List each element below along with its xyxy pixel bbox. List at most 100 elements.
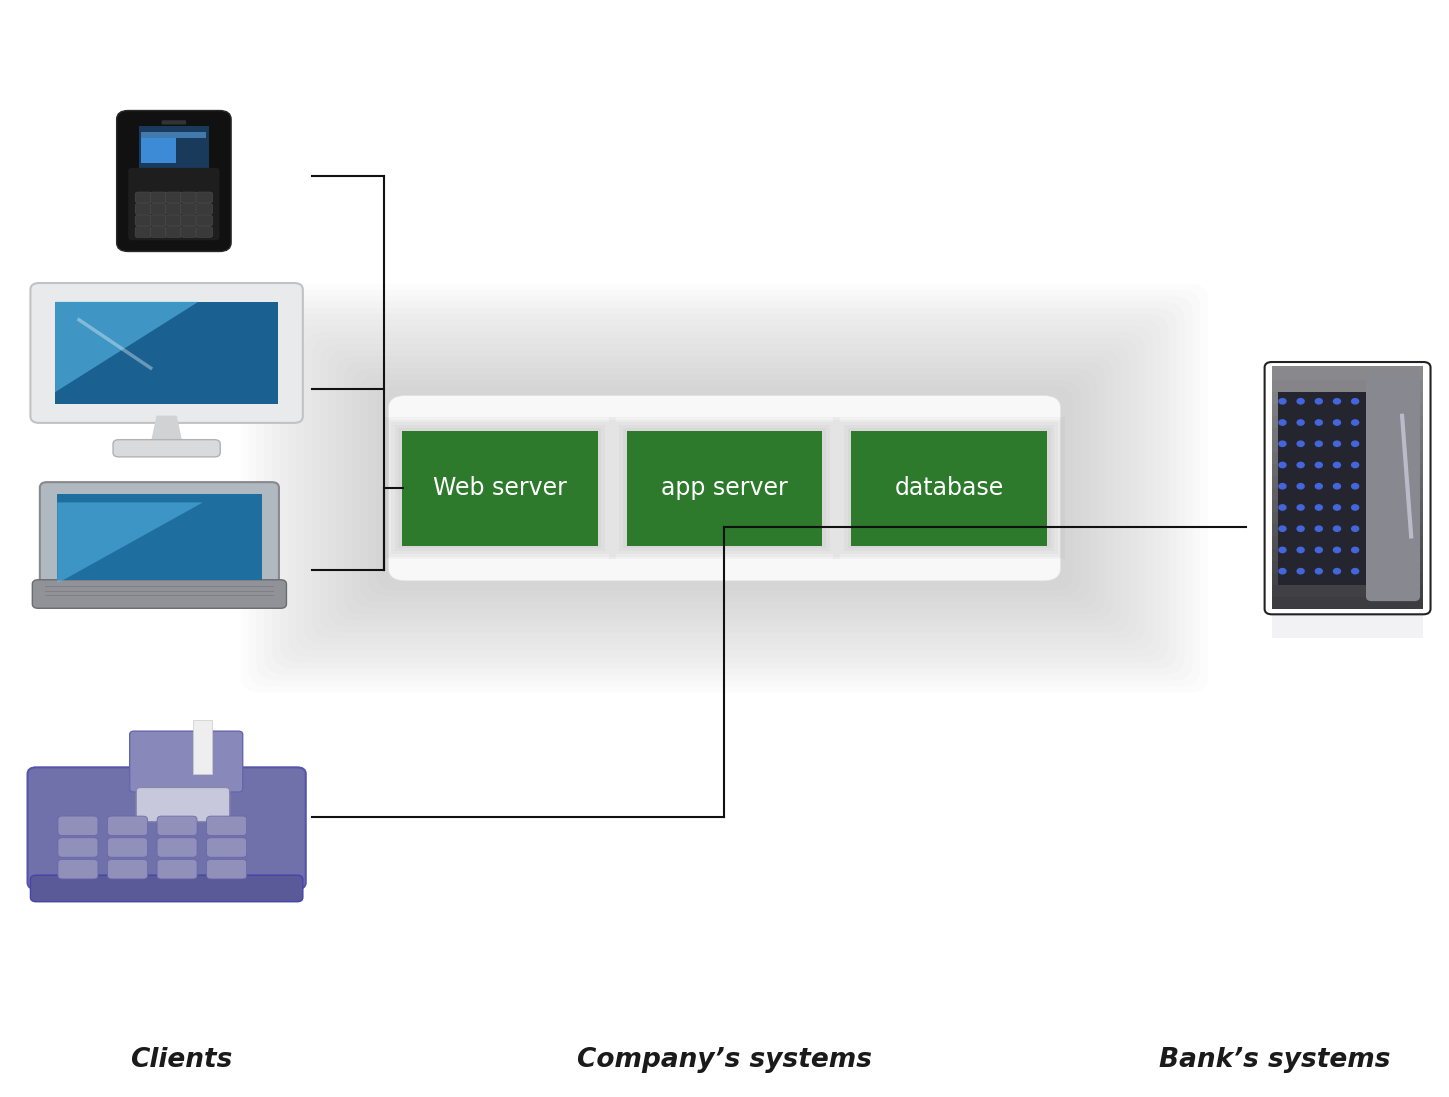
FancyBboxPatch shape [1272,572,1423,585]
FancyBboxPatch shape [1272,391,1423,404]
FancyBboxPatch shape [135,215,152,226]
Circle shape [1352,398,1359,404]
FancyBboxPatch shape [1272,463,1423,476]
Circle shape [1333,420,1340,426]
FancyBboxPatch shape [107,860,148,879]
FancyBboxPatch shape [181,204,197,215]
FancyBboxPatch shape [135,204,152,215]
Circle shape [1333,398,1340,404]
FancyBboxPatch shape [55,302,278,404]
Circle shape [1316,398,1323,404]
Circle shape [1279,398,1285,404]
Circle shape [1316,420,1323,426]
Circle shape [1316,462,1323,467]
FancyBboxPatch shape [113,440,220,456]
Circle shape [1316,547,1323,553]
FancyBboxPatch shape [1272,427,1423,440]
FancyBboxPatch shape [388,396,1061,581]
Text: Clients: Clients [130,1047,232,1073]
Circle shape [1333,441,1340,446]
FancyBboxPatch shape [165,204,183,215]
FancyBboxPatch shape [1272,499,1423,512]
FancyBboxPatch shape [156,860,197,879]
FancyBboxPatch shape [1272,415,1423,428]
Polygon shape [57,502,203,584]
FancyBboxPatch shape [1272,487,1423,500]
FancyBboxPatch shape [196,192,213,203]
Polygon shape [55,302,199,392]
FancyBboxPatch shape [165,227,183,238]
FancyBboxPatch shape [135,227,152,238]
FancyBboxPatch shape [1272,523,1423,536]
Circle shape [1279,441,1285,446]
FancyBboxPatch shape [156,838,197,857]
Circle shape [1279,484,1285,489]
FancyBboxPatch shape [151,227,167,238]
FancyBboxPatch shape [107,838,148,857]
FancyBboxPatch shape [196,215,213,226]
Circle shape [1297,505,1304,510]
Circle shape [1316,527,1323,531]
FancyBboxPatch shape [161,121,185,125]
Circle shape [1279,527,1285,531]
FancyBboxPatch shape [1272,559,1423,573]
Circle shape [1279,547,1285,553]
Circle shape [1352,462,1359,467]
FancyBboxPatch shape [39,483,278,592]
FancyBboxPatch shape [851,430,1046,545]
FancyBboxPatch shape [1366,375,1420,601]
Text: Company’s systems: Company’s systems [577,1047,872,1073]
Circle shape [1333,484,1340,489]
FancyBboxPatch shape [141,138,175,163]
FancyBboxPatch shape [58,860,99,879]
FancyBboxPatch shape [196,204,213,215]
Text: Bank’s systems: Bank’s systems [1159,1047,1391,1073]
FancyBboxPatch shape [129,732,242,792]
Circle shape [1333,547,1340,553]
FancyBboxPatch shape [57,494,261,579]
FancyBboxPatch shape [139,126,209,169]
Circle shape [1352,547,1359,553]
Circle shape [1352,505,1359,510]
FancyBboxPatch shape [1272,403,1423,416]
FancyBboxPatch shape [626,430,822,545]
Circle shape [1352,568,1359,574]
FancyBboxPatch shape [1272,451,1423,464]
Circle shape [1333,568,1340,574]
Circle shape [1297,484,1304,489]
FancyBboxPatch shape [1272,584,1423,597]
Text: database: database [894,476,1004,500]
FancyBboxPatch shape [1272,535,1423,548]
FancyBboxPatch shape [1272,596,1423,609]
Circle shape [1297,568,1304,574]
FancyBboxPatch shape [30,875,303,902]
FancyBboxPatch shape [1272,613,1423,637]
Circle shape [1297,462,1304,467]
FancyBboxPatch shape [156,816,197,836]
Circle shape [1279,462,1285,467]
FancyBboxPatch shape [151,204,167,215]
FancyBboxPatch shape [193,720,213,774]
Circle shape [1316,441,1323,446]
Circle shape [1333,505,1340,510]
FancyBboxPatch shape [58,816,99,836]
FancyBboxPatch shape [58,838,99,857]
FancyBboxPatch shape [207,838,246,857]
FancyBboxPatch shape [151,215,167,226]
Circle shape [1279,568,1285,574]
FancyBboxPatch shape [28,768,306,889]
Circle shape [1279,420,1285,426]
FancyBboxPatch shape [1272,475,1423,488]
FancyBboxPatch shape [207,816,246,836]
Circle shape [1352,441,1359,446]
FancyBboxPatch shape [107,816,148,836]
Circle shape [1333,462,1340,467]
FancyBboxPatch shape [1272,439,1423,452]
FancyBboxPatch shape [116,111,230,251]
Circle shape [1352,484,1359,489]
Circle shape [1316,505,1323,510]
Circle shape [1333,527,1340,531]
FancyBboxPatch shape [181,215,197,226]
FancyBboxPatch shape [128,168,219,240]
FancyBboxPatch shape [30,283,303,422]
